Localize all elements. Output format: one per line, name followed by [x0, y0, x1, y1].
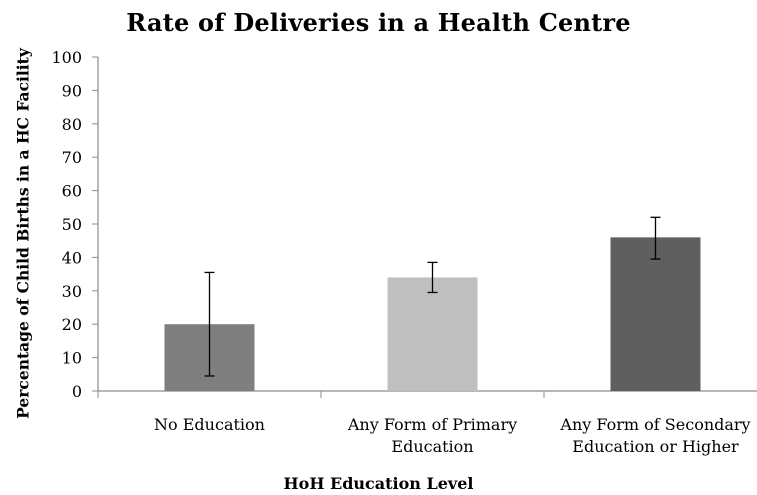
error-bars: [204, 216, 661, 377]
y-tick-label: 100: [51, 48, 82, 67]
bar: [610, 237, 701, 391]
y-tick-label: 70: [62, 148, 82, 167]
bar: [387, 277, 478, 391]
y-tick-label: 0: [72, 382, 82, 401]
chart-title: Rate of Deliveries in a Health Centre: [126, 8, 631, 37]
x-tick-labels: No Education Any Form of Primary Education…: [154, 415, 751, 456]
y-tick-label: 50: [62, 215, 82, 234]
x-tick-label: Any Form of Primary: [347, 415, 517, 434]
y-tick-label: 20: [62, 315, 82, 334]
y-tick-label: 30: [62, 282, 82, 301]
x-tick-label: Education: [391, 437, 473, 456]
y-tick-label: 10: [62, 349, 82, 368]
y-tick-labels: 0 10 20 30 40 50 60 70 80 90 100: [51, 48, 82, 401]
y-tick-label: 90: [62, 81, 82, 100]
x-axis-label: HoH Education Level: [283, 474, 474, 493]
y-tick-label: 80: [62, 115, 82, 134]
bars: [164, 237, 701, 391]
x-tick-label: No Education: [154, 415, 265, 434]
y-tick-label: 40: [62, 248, 82, 267]
x-tick-label: Education or Higher: [572, 437, 739, 456]
y-tick-label: 60: [62, 182, 82, 201]
x-tick-label: Any Form of Secondary: [559, 415, 750, 434]
